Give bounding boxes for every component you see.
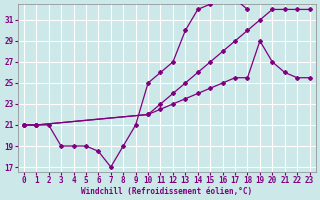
X-axis label: Windchill (Refroidissement éolien,°C): Windchill (Refroidissement éolien,°C): [81, 187, 252, 196]
